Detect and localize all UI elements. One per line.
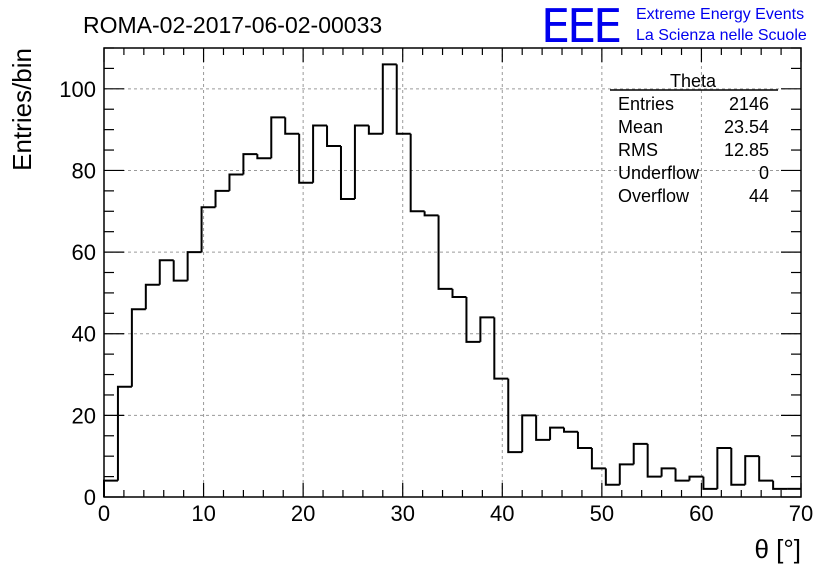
- stats-row-value: 44: [749, 186, 769, 206]
- x-tick-label: 60: [689, 501, 713, 526]
- histogram-bar: [730, 448, 746, 486]
- histogram-bar: [604, 468, 620, 486]
- x-tick-label: 20: [291, 501, 315, 526]
- histogram-bar: [535, 415, 551, 441]
- logo-line-2: La Scienza nelle Scuole: [636, 27, 807, 44]
- eee-logo: EEE Extreme Energy Events La Scienza nel…: [541, 0, 807, 53]
- histogram-bar: [326, 125, 341, 147]
- histogram-bar: [563, 427, 578, 433]
- histogram-bar: [158, 259, 174, 285]
- histogram-bar: [716, 447, 732, 489]
- histogram-bar: [632, 442, 648, 465]
- histogram-bar: [144, 283, 160, 310]
- histogram-bar: [479, 316, 495, 342]
- histogram-bar: [507, 378, 523, 454]
- histogram-bar: [451, 288, 467, 298]
- stats-row-label: Mean: [618, 117, 663, 137]
- histogram-bar: [270, 116, 286, 159]
- stats-row-value: 0: [759, 163, 769, 183]
- x-axis-label: θ [°]: [754, 534, 801, 564]
- stats-rows: Entries 2146 Mean 23.54 RMS 12.85 Underflow 0 Ov…: [618, 94, 769, 206]
- stats-box: Theta Entries 2146 Mean 23.54 RMS 12.85 Underf…: [610, 71, 778, 206]
- histogram-bar: [214, 189, 230, 208]
- histogram-bar: [521, 414, 537, 453]
- histogram-bar: [395, 64, 411, 135]
- stats-row-value: 12.85: [724, 140, 769, 160]
- stats-row-label: Overflow: [618, 186, 690, 206]
- logo-line-1: Extreme Energy Events: [636, 6, 804, 23]
- stats-row-value: 23.54: [724, 117, 769, 137]
- histogram-bar: [437, 215, 453, 290]
- x-tick-label: 70: [789, 501, 813, 526]
- histogram-bar: [353, 124, 369, 200]
- x-tick-labels: 0 10 20 30 40 50 60 70: [98, 501, 813, 526]
- histogram-bar: [590, 448, 606, 470]
- histogram-bar: [200, 206, 216, 253]
- y-tick-label: 80: [72, 158, 96, 183]
- histogram-bar: [409, 133, 425, 213]
- histogram-bar: [103, 479, 118, 497]
- histogram-bar: [646, 443, 662, 478]
- y-tick-label: 60: [72, 240, 96, 265]
- stats-row-label: RMS: [618, 140, 658, 160]
- histogram-bar: [256, 154, 272, 160]
- histogram-bar: [758, 456, 774, 482]
- histogram-bar: [493, 317, 509, 380]
- histogram-bar: [242, 153, 258, 175]
- chart-title: ROMA-02-2017-06-02-00033: [83, 12, 382, 38]
- y-axis-label: Entries/bin: [7, 48, 37, 171]
- histogram-bar: [702, 476, 718, 490]
- histogram-bar: [772, 480, 788, 490]
- histogram-bar: [130, 308, 146, 387]
- histogram-bar: [172, 260, 188, 282]
- histogram-bar: [465, 296, 481, 343]
- plot-frame: [103, 47, 802, 498]
- stats-row-label: Underflow: [618, 163, 700, 183]
- y-tick-label: 100: [59, 77, 96, 102]
- x-tick-label: 0: [98, 501, 110, 526]
- y-tick-label: 0: [84, 485, 96, 510]
- logo-mark: EEE: [541, 0, 620, 53]
- histogram-bar: [228, 173, 244, 191]
- histogram-bar: [381, 63, 397, 134]
- histogram-bar: [367, 125, 383, 135]
- histogram-bar: [423, 211, 439, 217]
- histogram-bar: [549, 426, 565, 440]
- histogram-bars: [103, 63, 801, 497]
- axis-ticks: [103, 47, 802, 498]
- x-tick-label: 10: [191, 501, 215, 526]
- x-tick-label: 50: [590, 501, 614, 526]
- histogram-bar: [284, 117, 300, 135]
- histogram-bar: [339, 145, 355, 201]
- x-tick-label: 30: [390, 501, 414, 526]
- stats-row-value: 2146: [729, 94, 769, 114]
- y-tick-label: 40: [72, 322, 96, 347]
- histogram-bar: [186, 251, 202, 281]
- stats-row-label: Entries: [618, 94, 674, 114]
- histogram-bar: [576, 431, 592, 450]
- histogram-bar: [298, 133, 314, 184]
- histogram-bar: [674, 468, 690, 482]
- stats-title: Theta: [670, 71, 717, 91]
- y-tick-labels: 0 20 40 60 80 100: [59, 77, 96, 510]
- x-tick-label: 40: [490, 501, 514, 526]
- histogram-bar: [116, 385, 132, 481]
- y-tick-label: 20: [72, 403, 96, 428]
- histogram-bar: [312, 124, 328, 183]
- histogram-bar: [688, 475, 704, 481]
- histogram-bar: [660, 467, 676, 477]
- histogram-bar: [618, 463, 634, 485]
- grid-lines: [104, 48, 801, 497]
- histogram-bar: [744, 455, 760, 485]
